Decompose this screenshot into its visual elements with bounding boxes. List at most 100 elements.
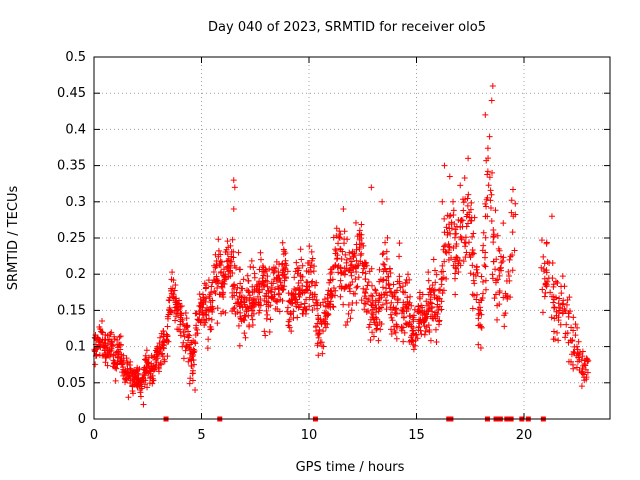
data-point [347, 315, 354, 322]
data-point [434, 310, 441, 317]
data-point [427, 337, 434, 344]
data-point [108, 347, 115, 354]
data-point [554, 329, 561, 336]
y-tick-label: 0.3 [65, 195, 86, 210]
data-point [383, 306, 390, 313]
data-point [126, 370, 133, 377]
data-point [380, 284, 387, 291]
data-point [462, 196, 469, 203]
data-point [228, 258, 235, 265]
data-point [304, 287, 311, 294]
data-point [435, 287, 442, 294]
data-point [568, 338, 575, 345]
data-point [155, 365, 162, 372]
data-point [320, 299, 327, 306]
data-point [343, 256, 350, 263]
data-point [465, 155, 472, 162]
data-point [392, 289, 399, 296]
data-point [470, 230, 477, 237]
data-points [91, 82, 592, 408]
data-point [325, 311, 332, 318]
data-point [320, 328, 327, 335]
data-point [240, 276, 247, 283]
data-point [555, 337, 562, 344]
data-point [431, 286, 438, 293]
data-point [272, 265, 279, 272]
data-point [282, 257, 289, 264]
data-point [480, 242, 487, 249]
data-point [432, 326, 439, 333]
data-point [262, 332, 269, 339]
data-point [327, 277, 334, 284]
data-point [347, 288, 354, 295]
data-point [268, 280, 275, 287]
data-point [425, 307, 432, 314]
data-point [295, 267, 302, 274]
data-point [275, 285, 282, 292]
data-point [452, 270, 459, 277]
data-point [345, 310, 352, 317]
data-point [465, 220, 472, 227]
data-point [187, 350, 194, 357]
data-point [440, 287, 447, 294]
data-point [488, 218, 495, 225]
data-point [494, 232, 501, 239]
data-point [463, 223, 470, 230]
data-point [249, 307, 256, 314]
data-point [475, 306, 482, 313]
data-point [261, 328, 268, 335]
data-point [237, 309, 244, 316]
data-point [266, 329, 273, 336]
data-point [383, 255, 390, 262]
data-point [160, 344, 167, 351]
y-tick-label: 0.05 [57, 376, 86, 391]
data-point [271, 286, 278, 293]
data-point [277, 279, 284, 286]
data-point [485, 182, 492, 189]
data-point [312, 282, 319, 289]
data-point [410, 318, 417, 325]
data-point [140, 375, 147, 382]
data-point [208, 289, 215, 296]
data-point [199, 291, 206, 298]
data-point [348, 272, 355, 279]
data-point [177, 310, 184, 317]
data-point [232, 264, 239, 271]
data-point [313, 279, 320, 286]
data-point [178, 303, 185, 310]
data-point [406, 276, 413, 283]
data-point [280, 251, 287, 258]
data-point [559, 273, 566, 280]
data-point [549, 259, 556, 266]
data-point [355, 274, 362, 281]
data-point [573, 343, 580, 350]
data-point [478, 323, 485, 330]
data-point [355, 262, 362, 269]
data-point [332, 262, 339, 269]
data-point [461, 175, 468, 182]
data-point [511, 247, 518, 254]
data-point [268, 284, 275, 291]
data-point [228, 249, 235, 256]
data-point [487, 187, 494, 194]
data-point [337, 293, 344, 300]
data-point [502, 290, 509, 297]
data-point [124, 360, 131, 367]
data-point [547, 289, 554, 296]
data-point [551, 296, 558, 303]
data-point [220, 280, 227, 287]
data-point [202, 294, 209, 301]
data-point [276, 308, 283, 315]
data-point [353, 269, 360, 276]
data-point [320, 343, 327, 350]
data-point [336, 234, 343, 241]
data-point [237, 289, 244, 296]
data-point [506, 256, 513, 263]
data-point [366, 321, 373, 328]
data-point [568, 358, 575, 365]
data-point [209, 309, 216, 316]
data-point [118, 357, 125, 364]
data-point [407, 293, 414, 300]
data-point [436, 303, 443, 310]
data-point [207, 299, 214, 306]
